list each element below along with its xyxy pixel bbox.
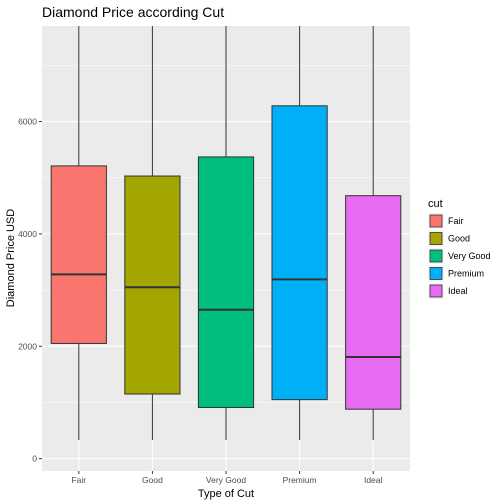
legend-label: Ideal xyxy=(448,286,468,296)
legend-item: Fair xyxy=(428,213,464,229)
x-tick-label: Fair xyxy=(71,475,86,485)
x-tick-label: Ideal xyxy=(364,475,383,485)
legend-title: cut xyxy=(428,198,443,210)
x-axis: Fair Good Very Good Premium Ideal xyxy=(71,471,382,485)
legend-swatch xyxy=(430,215,442,227)
legend-swatch xyxy=(430,268,442,280)
y-tick-label: 0 xyxy=(32,454,37,464)
legend-label: Very Good xyxy=(448,251,491,261)
legend-item: Good xyxy=(428,231,470,247)
legend-swatch xyxy=(430,285,442,297)
chart-title: Diamond Price according Cut xyxy=(42,4,224,20)
legend-label: Fair xyxy=(448,216,464,226)
legend-item: Ideal xyxy=(428,283,468,299)
box-body xyxy=(51,166,106,344)
legend-label: Premium xyxy=(448,269,484,279)
x-tick-label: Good xyxy=(142,475,163,485)
x-tick-label: Very Good xyxy=(206,475,246,485)
box-body xyxy=(346,196,401,410)
legend-swatch xyxy=(430,250,442,262)
y-tick-label: 4000 xyxy=(18,229,37,239)
box-body xyxy=(125,176,180,394)
x-tick-label: Premium xyxy=(283,475,317,485)
box-body xyxy=(272,106,327,400)
legend-label: Good xyxy=(448,234,470,244)
x-axis-title: Type of Cut xyxy=(198,488,254,500)
y-axis-title: Diamond Price USD xyxy=(5,209,17,307)
y-tick-label: 2000 xyxy=(18,341,37,351)
y-axis: 0 2000 4000 6000 xyxy=(18,117,42,464)
legend-swatch xyxy=(430,233,442,245)
legend-item: Premium xyxy=(428,266,484,282)
y-tick-label: 6000 xyxy=(18,117,37,127)
legend: cut Fair Good Very Good Premium Ideal xyxy=(428,198,491,299)
box-body xyxy=(198,157,253,408)
legend-item: Very Good xyxy=(428,248,491,264)
